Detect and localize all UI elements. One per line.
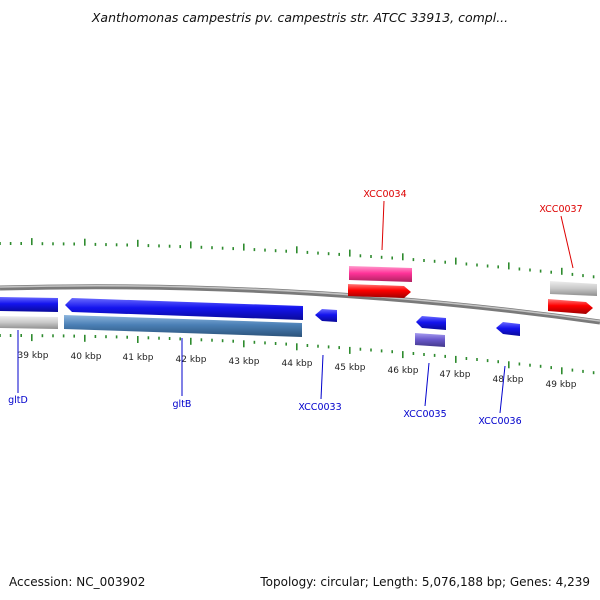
gene-label-gltD[interactable]: gltD [8, 395, 28, 406]
scale-label: 46 kbp [388, 366, 419, 376]
genome-summary-text: Topology: circular; Length: 5,076,188 bp… [260, 575, 590, 589]
gene-label-XCC0037[interactable]: XCC0037 [539, 204, 582, 215]
gene-XCC0035-annotation[interactable] [415, 333, 445, 347]
gene-gltD-annotation[interactable] [0, 316, 58, 329]
accession-text: Accession: NC_003902 [9, 575, 146, 589]
gene-XCC0034[interactable] [348, 284, 411, 298]
gene-XCC0037[interactable] [548, 299, 593, 314]
genome-title: Xanthomonas campestris pv. campestris st… [91, 10, 509, 25]
scale-label: 49 kbp [546, 380, 577, 390]
gene-label-gltB[interactable]: gltB [173, 399, 192, 410]
gene-label-XCC0036[interactable]: XCC0036 [478, 416, 521, 427]
scale-labels: 39 kbp 40 kbp 41 kbp 42 kbp 43 kbp 44 kb… [18, 351, 577, 390]
scale-label: 43 kbp [229, 357, 260, 367]
scale-label: 45 kbp [335, 363, 366, 373]
gene-XCC0037-grey[interactable] [550, 281, 597, 296]
scale-label: 42 kbp [176, 355, 207, 365]
scale-label: 40 kbp [71, 352, 102, 362]
scale-label: 41 kbp [123, 353, 154, 363]
outer-tick-marks [0, 238, 595, 279]
scale-label: 47 kbp [440, 370, 471, 380]
scale-label: 44 kbp [282, 359, 313, 369]
scale-label: 39 kbp [18, 351, 49, 361]
genome-backbone [0, 284, 600, 325]
gene-XCC0034-pink[interactable] [349, 266, 412, 282]
scale-label: 48 kbp [493, 375, 524, 385]
gene-label-XCC0034[interactable]: XCC0034 [363, 189, 406, 200]
gene-XCC0036[interactable] [496, 322, 520, 336]
gene-gltD[interactable] [0, 297, 58, 312]
gene-label-XCC0035[interactable]: XCC0035 [403, 409, 446, 420]
gene-label-XCC0033[interactable]: XCC0033 [298, 402, 341, 413]
genome-backbone-highlight [0, 284, 600, 322]
gene-XCC0035[interactable] [416, 316, 446, 330]
label-leaders [17, 200, 574, 414]
gene-gltB-annotation[interactable] [64, 315, 302, 337]
inner-tick-marks [0, 334, 595, 375]
gene-XCC0033[interactable] [315, 309, 337, 322]
gene-gltB[interactable] [65, 298, 303, 320]
gene-labels: gltD gltB XCC0033 XCC0034 XCC0035 XCC003… [8, 189, 582, 427]
